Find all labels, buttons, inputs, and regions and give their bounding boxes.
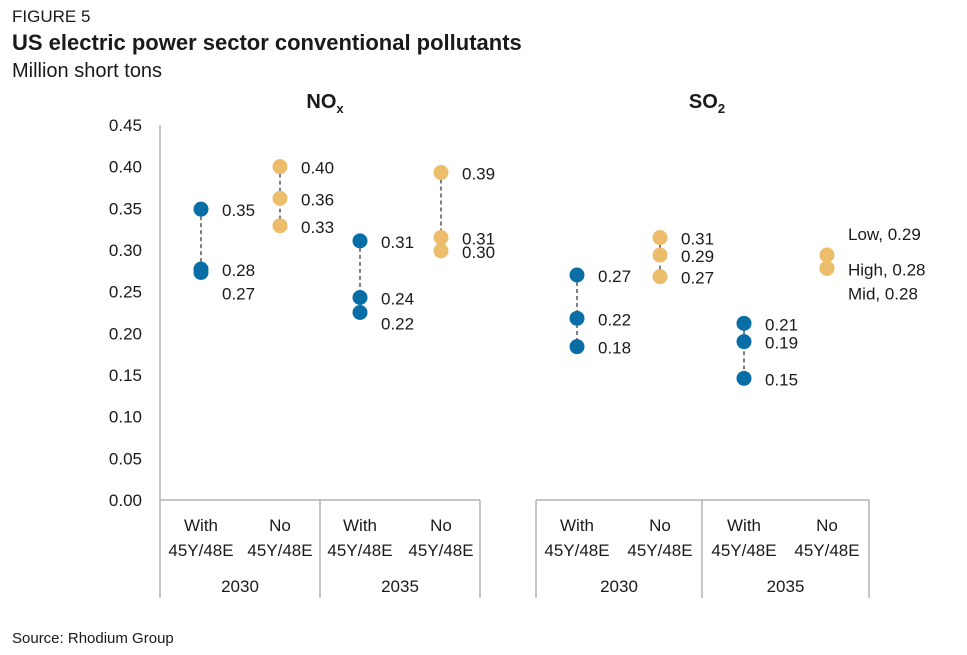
- category-label-line2: 45Y/48E: [711, 541, 776, 560]
- data-point: [433, 230, 449, 246]
- year-label: 2035: [767, 577, 805, 596]
- category-label-line2: 45Y/48E: [247, 541, 312, 560]
- data-point: [352, 290, 368, 306]
- source-note: Source: Rhodium Group: [12, 630, 174, 647]
- category-label-line2: 45Y/48E: [544, 541, 609, 560]
- y-tick-label: 0.35: [109, 199, 142, 218]
- data-point: [272, 218, 288, 234]
- data-label: High, 0.28: [848, 260, 926, 279]
- data-point: [569, 267, 585, 283]
- category-label-line1: No: [430, 516, 452, 535]
- data-label: 0.27: [598, 267, 631, 286]
- data-point: [433, 165, 449, 181]
- category-label-line1: No: [816, 516, 838, 535]
- chart-title: US electric power sector conventional po…: [12, 30, 522, 55]
- data-label: 0.27: [222, 285, 255, 304]
- category-label-line2: 45Y/48E: [327, 541, 392, 560]
- data-label: 0.30: [462, 243, 495, 262]
- data-label: 0.22: [598, 310, 631, 329]
- chart-subtitle: Million short tons: [12, 60, 163, 82]
- data-point: [569, 339, 585, 355]
- data-point: [819, 260, 835, 276]
- category-label-line1: With: [727, 516, 761, 535]
- data-label: 0.15: [765, 370, 798, 389]
- category-label-line2: 45Y/48E: [627, 541, 692, 560]
- y-tick-label: 0.05: [109, 449, 142, 468]
- y-tick-label: 0.45: [109, 116, 142, 135]
- year-label: 2030: [600, 577, 638, 596]
- year-label: 2030: [221, 577, 259, 596]
- data-point: [352, 233, 368, 249]
- data-point: [193, 265, 209, 281]
- data-point: [652, 269, 668, 285]
- data-label: 0.40: [301, 159, 334, 178]
- data-point: [193, 201, 209, 217]
- data-label: 0.33: [301, 218, 334, 237]
- data-point: [736, 315, 752, 331]
- category-label-line1: With: [184, 516, 218, 535]
- data-label: 0.18: [598, 339, 631, 358]
- data-point: [736, 370, 752, 386]
- category-label-line1: No: [269, 516, 291, 535]
- category-label-line1: No: [649, 516, 671, 535]
- data-label: 0.39: [462, 165, 495, 184]
- y-tick-label: 0.40: [109, 158, 142, 177]
- y-tick-label: 0.30: [109, 241, 142, 260]
- data-label: 0.28: [222, 261, 255, 280]
- panel-title: NOx: [306, 91, 344, 116]
- figure-label: FIGURE 5: [12, 7, 91, 26]
- category-label-line2: 45Y/48E: [408, 541, 473, 560]
- data-label: 0.22: [381, 315, 414, 334]
- data-point: [352, 305, 368, 321]
- data-label: 0.31: [381, 233, 414, 252]
- data-label: Low, 0.29: [848, 225, 921, 244]
- data-point: [433, 243, 449, 259]
- data-point: [736, 334, 752, 350]
- y-tick-label: 0.20: [109, 324, 142, 343]
- data-label: 0.31: [462, 230, 495, 249]
- panel-title: SO2: [689, 91, 725, 116]
- data-label: Mid, 0.28: [848, 284, 918, 303]
- data-label: 0.29: [681, 247, 714, 266]
- category-label-line2: 45Y/48E: [794, 541, 859, 560]
- year-label: 2035: [381, 577, 419, 596]
- y-tick-label: 0.10: [109, 408, 142, 427]
- data-point: [819, 247, 835, 263]
- data-label: 0.24: [381, 290, 414, 309]
- data-label: 0.31: [681, 230, 714, 249]
- category-label-line1: With: [560, 516, 594, 535]
- data-point: [652, 247, 668, 263]
- data-point: [272, 190, 288, 206]
- y-tick-label: 0.25: [109, 283, 142, 302]
- category-label-line1: With: [343, 516, 377, 535]
- data-label: 0.19: [765, 334, 798, 353]
- data-label: 0.35: [222, 201, 255, 220]
- data-point: [569, 310, 585, 326]
- data-label: 0.27: [681, 269, 714, 288]
- data-label: 0.36: [301, 190, 334, 209]
- data-point: [652, 230, 668, 246]
- data-label: 0.21: [765, 315, 798, 334]
- y-tick-label: 0.00: [109, 491, 142, 510]
- category-label-line2: 45Y/48E: [168, 541, 233, 560]
- y-tick-label: 0.15: [109, 366, 142, 385]
- data-point: [272, 159, 288, 175]
